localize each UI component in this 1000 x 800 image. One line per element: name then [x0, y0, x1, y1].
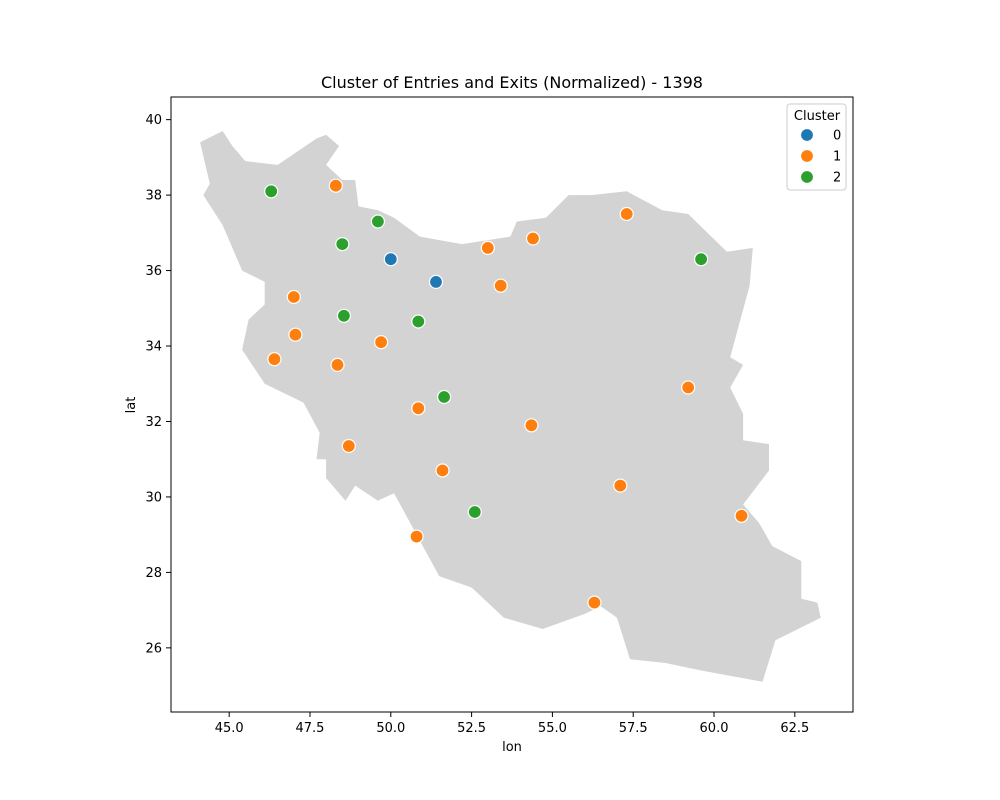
x-axis: 45.0 47.5 50.0 52.5 55.0 57.5 60.0 62.5 — [215, 712, 809, 736]
legend-title: Cluster — [794, 109, 841, 124]
cluster-1-point — [480, 240, 495, 255]
cluster-2-point — [411, 314, 426, 329]
legend-marker-cluster-2 — [799, 169, 815, 185]
x-tick-label: 52.5 — [457, 721, 486, 736]
cluster-2-point — [467, 504, 482, 520]
cluster-1-point — [619, 206, 634, 222]
legend-entries: 0 1 2 — [799, 127, 841, 186]
cluster-1-point — [267, 352, 282, 367]
cluster-2-point — [336, 308, 351, 323]
iran-map-shape — [200, 131, 821, 682]
legend-marker-cluster-0 — [799, 127, 815, 143]
legend-label-cluster-1: 1 — [833, 150, 841, 165]
x-axis-label: lon — [502, 740, 522, 755]
cluster-1-point — [341, 438, 356, 454]
cluster-2-point — [335, 237, 350, 252]
cluster-1-point — [328, 178, 343, 193]
legend-label-cluster-2: 2 — [833, 171, 841, 186]
cluster-2-point — [370, 214, 385, 229]
cluster-1-point — [374, 335, 389, 350]
cluster-2-point — [264, 184, 279, 199]
cluster-1-point — [286, 289, 301, 305]
x-tick-label: 55.0 — [538, 721, 567, 736]
cluster-1-point — [435, 463, 450, 478]
x-tick-label: 62.5 — [780, 721, 809, 736]
cluster-1-point — [411, 401, 426, 416]
cluster-1-point — [681, 380, 696, 395]
chart-title: Cluster of Entries and Exits (Normalized… — [321, 73, 703, 92]
cluster-1-point — [330, 357, 345, 372]
y-tick-label: 38 — [145, 189, 162, 204]
y-tick-label: 32 — [145, 415, 162, 430]
legend-marker-cluster-1 — [799, 148, 815, 164]
y-tick-label: 26 — [145, 641, 162, 656]
cluster-1-point — [493, 278, 508, 293]
cluster-1-point — [525, 231, 541, 246]
legend-box — [786, 103, 847, 191]
legend: Cluster 0 1 2 — [786, 103, 847, 191]
x-tick-label: 57.5 — [619, 721, 648, 736]
legend-label-cluster-0: 0 — [833, 129, 841, 144]
cluster-2-point — [693, 252, 709, 267]
cluster-0-point — [383, 252, 398, 267]
plot-area — [170, 96, 854, 713]
y-axis-label: lat — [124, 397, 139, 414]
x-tick-label: 47.5 — [296, 721, 325, 736]
y-tick-label: 40 — [145, 113, 162, 128]
plot-border — [170, 96, 854, 713]
x-tick-label: 50.0 — [376, 721, 405, 736]
y-axis: 26 28 30 32 34 36 38 40 — [145, 113, 171, 656]
points-layer — [264, 178, 749, 610]
cluster-2-point — [437, 389, 452, 405]
cluster-1-point — [409, 529, 424, 544]
cluster-0-point — [428, 274, 444, 289]
cluster-1-point — [734, 508, 749, 523]
x-tick-label: 45.0 — [215, 721, 244, 736]
cluster-1-point — [613, 478, 628, 493]
y-tick-label: 28 — [145, 566, 162, 581]
cluster-1-point — [524, 418, 539, 433]
y-tick-label: 36 — [145, 264, 162, 279]
y-tick-label: 30 — [145, 490, 162, 505]
y-tick-label: 34 — [145, 340, 162, 355]
cluster-1-point — [587, 595, 602, 610]
x-tick-label: 60.0 — [700, 721, 729, 736]
cluster-1-point — [288, 327, 303, 342]
